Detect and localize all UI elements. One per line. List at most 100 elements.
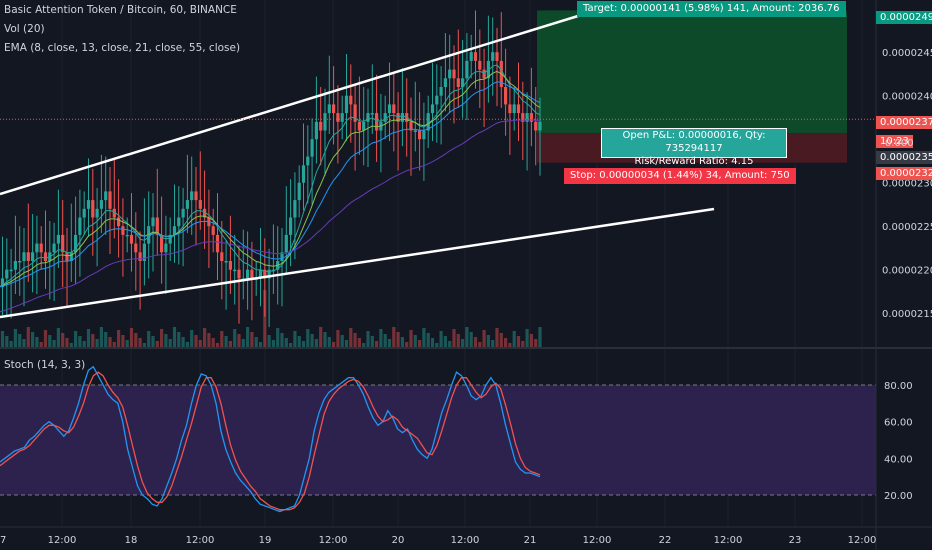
candle-body (121, 226, 125, 235)
candle-body (297, 182, 301, 201)
price-axis[interactable]: 0.00002450 0.00002400 0.00002300 0.00002250… (882, 48, 932, 320)
time-tick-label: 12:00 (186, 535, 215, 546)
price-tick-label: 0.00002450 (882, 48, 932, 59)
stoch-axis[interactable]: 80.00 60.00 40.00 20.00 (884, 381, 913, 502)
candle-body (516, 104, 521, 114)
volume-bar (439, 331, 443, 347)
open-pl-box[interactable]: Open P&L: 0.00000016, Qty: 735294117 Ris… (601, 128, 787, 167)
volume-bar (211, 338, 215, 347)
risk-reward-text: Risk/Reward Ratio: 4.15 (634, 156, 754, 167)
volume-bar (190, 330, 194, 347)
lower-trendline[interactable] (0, 207, 715, 319)
candle-body (108, 191, 112, 209)
target-label[interactable]: Target: 0.00000141 (5.98%) 141, Amount: … (577, 1, 846, 17)
volume-bar (147, 331, 151, 347)
candle-body (9, 269, 13, 272)
time-tick-label: 12:00 (714, 535, 743, 546)
stop-label[interactable]: Stop: 0.00000034 (1.44%) 34, Amount: 750 (564, 168, 796, 184)
candle-body (263, 269, 267, 279)
volume-bar (538, 327, 542, 347)
time-tick-label: 20 (392, 535, 405, 546)
volume-bar (516, 336, 521, 347)
volume-bar (508, 343, 512, 347)
volume-bar (56, 328, 60, 347)
candle-body (129, 234, 134, 244)
volume-bar (250, 332, 254, 347)
candle-body (495, 52, 499, 61)
candle-body (211, 226, 215, 235)
volume-bar (177, 332, 181, 347)
candle-body (508, 104, 512, 114)
stoch-legend[interactable]: Stoch (14, 3, 3) (4, 359, 86, 371)
volume-bar (297, 336, 301, 347)
candle-body (215, 234, 220, 253)
volume-bar (48, 335, 52, 347)
volume-bar (95, 339, 99, 347)
candle-body (0, 278, 5, 288)
time-tick-label: 7 (0, 535, 6, 546)
candle-body (435, 95, 439, 105)
candle-body (160, 234, 164, 253)
ema-13-line (0, 70, 541, 288)
volume-bar (172, 327, 177, 347)
candle-body (443, 78, 447, 87)
candle-body (69, 252, 73, 261)
volume-bar (65, 338, 69, 347)
volume-bar (387, 339, 392, 347)
candle-body (301, 165, 306, 183)
volume-bar (344, 340, 349, 347)
candle-body (473, 52, 478, 61)
candle-body (177, 217, 181, 227)
volume-bar (452, 329, 456, 347)
candle-body (370, 113, 374, 115)
candle-body (396, 113, 400, 122)
volume-bar (22, 339, 26, 347)
volume-bar (194, 335, 198, 347)
volume-bar (99, 327, 103, 347)
volume-bar (117, 330, 121, 347)
candle-body (134, 243, 138, 253)
price-tick-label: 0.00002200 (882, 266, 932, 277)
candle-body (357, 121, 361, 131)
target-zone (537, 10, 847, 134)
chart-title[interactable]: Basic Attention Token / Bitcoin, 60, BIN… (4, 4, 237, 16)
volume-bar (35, 337, 39, 347)
candle-body (155, 217, 159, 235)
time-tick-label: 19 (259, 535, 272, 546)
vol-legend[interactable]: Vol (20) (4, 23, 45, 35)
volume-bar (224, 336, 228, 347)
candle-body (482, 69, 486, 79)
volume-bar (473, 337, 478, 347)
volume-bar (13, 329, 17, 347)
time-tick-label: 23 (789, 535, 802, 546)
stoch-tick-label: 60.00 (884, 418, 913, 429)
volume-bar (280, 333, 284, 347)
volume-bar (465, 327, 469, 347)
candle-body (491, 52, 495, 61)
volume-bar (349, 328, 353, 347)
upper-trendline[interactable] (0, 14, 579, 196)
ema-legend[interactable]: EMA (8, close, 13, close, 21, close, 55,… (4, 42, 241, 54)
volume-bar (418, 340, 422, 347)
candle-body (392, 104, 396, 114)
volume-bar (258, 342, 263, 347)
volume-bar (400, 337, 404, 347)
volume-bar (529, 334, 533, 347)
candle-body (512, 104, 516, 114)
volume-bar (246, 327, 250, 347)
time-axis[interactable]: 7 12:00 18 12:00 19 12:00 20 12:00 21 12:00 22 12:0… (0, 535, 876, 546)
candle-body (91, 200, 95, 218)
candle-body (340, 113, 344, 122)
volume-bar (207, 333, 211, 347)
volume-bar (31, 332, 35, 347)
candle-body (538, 121, 542, 131)
price-tick-label: 0.00002400 (882, 92, 932, 103)
candle-body (18, 261, 22, 263)
candle-body (362, 121, 366, 131)
volume-bar (267, 335, 271, 347)
volume-bar (362, 343, 366, 347)
candle-body (375, 113, 379, 131)
volume-bar (198, 340, 202, 347)
volume-bar (43, 330, 48, 347)
